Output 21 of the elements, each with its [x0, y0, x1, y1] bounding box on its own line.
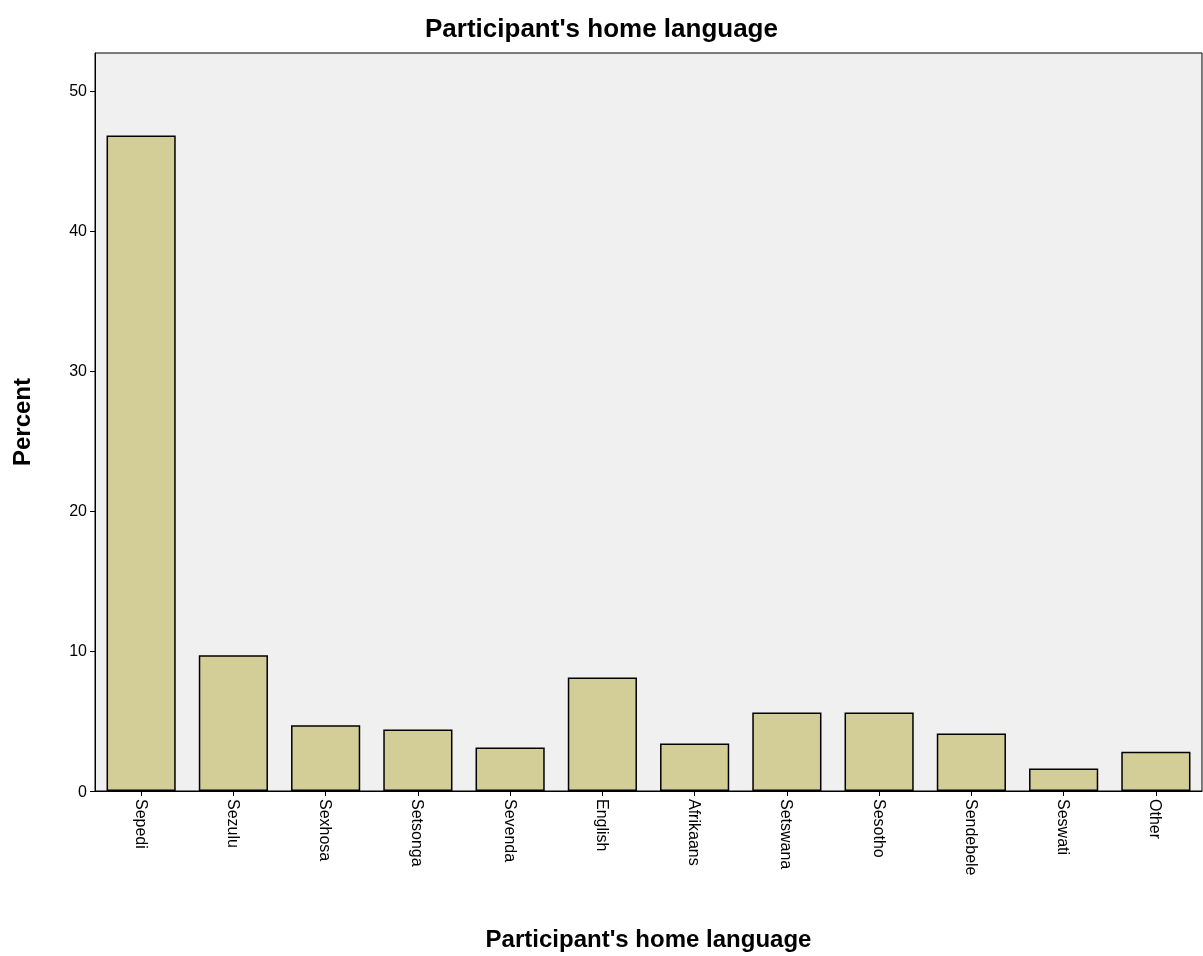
- x-tick-label: Seswati: [1055, 799, 1073, 856]
- y-tick-label: 50: [69, 82, 88, 100]
- x-tick-label: Afrikaans: [686, 799, 704, 866]
- x-tick-label: Sesotho: [870, 799, 888, 858]
- x-tick-label: Setsonga: [409, 799, 427, 867]
- y-tick-label: 10: [69, 642, 88, 660]
- x-axis-title: Participant's home language: [485, 924, 812, 952]
- x-tick-label: Other: [1147, 799, 1165, 840]
- x-tick-label: Sexhosa: [317, 799, 335, 862]
- x-tick-label: English: [593, 799, 611, 852]
- chart-title: Participant's home language: [425, 13, 778, 43]
- y-axis-title: Percent: [7, 377, 35, 467]
- x-tick-label: Sezulu: [224, 799, 242, 848]
- x-tick-label: Setswana: [778, 799, 796, 870]
- x-tick-label: Sendebele: [962, 799, 980, 876]
- x-tick-label: Sepedi: [132, 799, 150, 849]
- x-tick-label: Sevenda: [501, 799, 519, 863]
- y-tick-label: 40: [69, 222, 88, 240]
- y-tick-label: 0: [78, 782, 88, 800]
- y-tick-label: 30: [69, 362, 88, 380]
- y-tick-label: 20: [69, 502, 88, 520]
